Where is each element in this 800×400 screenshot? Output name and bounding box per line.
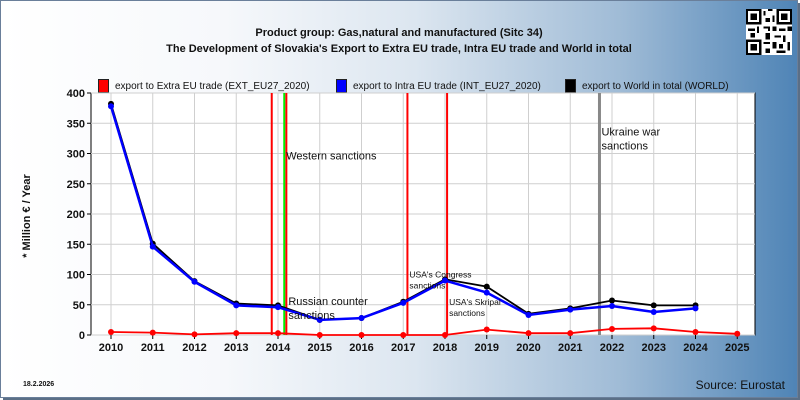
data-point (525, 312, 532, 319)
data-point (692, 328, 699, 335)
data-point (400, 299, 407, 306)
data-point (358, 315, 365, 322)
data-point (149, 329, 156, 336)
x-tick-label: 2016 (349, 342, 373, 354)
data-point (442, 277, 448, 284)
chart-title-line1: Product group: Gas,natural and manufactu… (255, 27, 543, 39)
y-tick-label: 50 (73, 300, 85, 312)
y-tick-label: 300 (67, 149, 85, 161)
data-point (191, 278, 198, 285)
chart-title-line2: The Development of Slovakia's Export to … (166, 43, 632, 55)
event-annotation: USA's Skripal sanctions (449, 297, 501, 318)
data-point (275, 304, 281, 311)
x-tick-label: 2015 (308, 342, 332, 354)
y-tick-label: 200 (67, 209, 85, 221)
x-tick-label: 2022 (600, 342, 624, 354)
y-tick-label: 350 (67, 118, 85, 130)
data-point (149, 243, 156, 250)
legend-label: export to Intra EU trade (INT_EU27_2020) (353, 80, 541, 92)
data-point (483, 289, 490, 296)
data-point (609, 325, 615, 332)
data-point (108, 103, 114, 110)
data-point (734, 330, 741, 337)
event-annotation: Western sanctions (286, 151, 377, 163)
y-tick-label: 100 (67, 270, 85, 282)
x-tick-label: 2014 (266, 342, 291, 354)
x-tick-label: 2020 (516, 342, 540, 354)
x-tick-label: 2025 (725, 342, 749, 354)
data-point (650, 325, 657, 332)
data-point (567, 330, 574, 337)
date-stamp: 18.2.2026 (23, 381, 55, 388)
x-tick-label: 2013 (224, 342, 248, 354)
x-tick-label: 2010 (99, 342, 123, 354)
data-point (692, 305, 699, 312)
data-point (191, 331, 198, 338)
data-point (650, 302, 657, 309)
x-tick-label: 2012 (182, 342, 206, 354)
event-annotation: USA's Congress sanctions (409, 270, 471, 291)
data-point (316, 316, 323, 323)
y-tick-label: 0 (79, 330, 85, 342)
data-point (483, 326, 490, 333)
x-tick-label: 2011 (141, 342, 165, 354)
data-point (316, 332, 323, 338)
x-tick-label: 2019 (475, 342, 499, 354)
data-point (400, 332, 407, 338)
data-point (275, 330, 281, 337)
data-point (567, 306, 574, 313)
data-point (233, 302, 240, 309)
data-point (442, 332, 448, 338)
y-tick-label: 150 (67, 239, 85, 251)
source-note: Source: Eurostat (695, 378, 785, 392)
qr-code-icon (746, 9, 792, 55)
data-point (233, 330, 240, 337)
x-tick-label: 2018 (433, 342, 457, 354)
y-tick-label: 250 (67, 179, 85, 191)
data-point (650, 309, 657, 316)
y-tick-label: 400 (67, 88, 85, 100)
data-point (483, 283, 490, 290)
x-tick-label: 2021 (558, 342, 582, 354)
event-annotation: Ukraine war sanctions (601, 126, 660, 152)
x-tick-label: 2024 (683, 342, 708, 354)
data-point (609, 297, 615, 304)
data-point (609, 302, 615, 309)
data-point (525, 330, 532, 337)
legend-label: export to World in total (WORLD) (582, 80, 729, 92)
x-tick-label: 2017 (391, 342, 415, 354)
data-point (358, 332, 365, 338)
event-annotation: Russian counter sanctions (288, 296, 368, 322)
data-point (108, 328, 114, 335)
legend-label: export to Extra EU trade (EXT_EU27_2020) (115, 80, 310, 92)
series-line-0 (110, 327, 738, 336)
x-tick-label: 2023 (642, 342, 666, 354)
